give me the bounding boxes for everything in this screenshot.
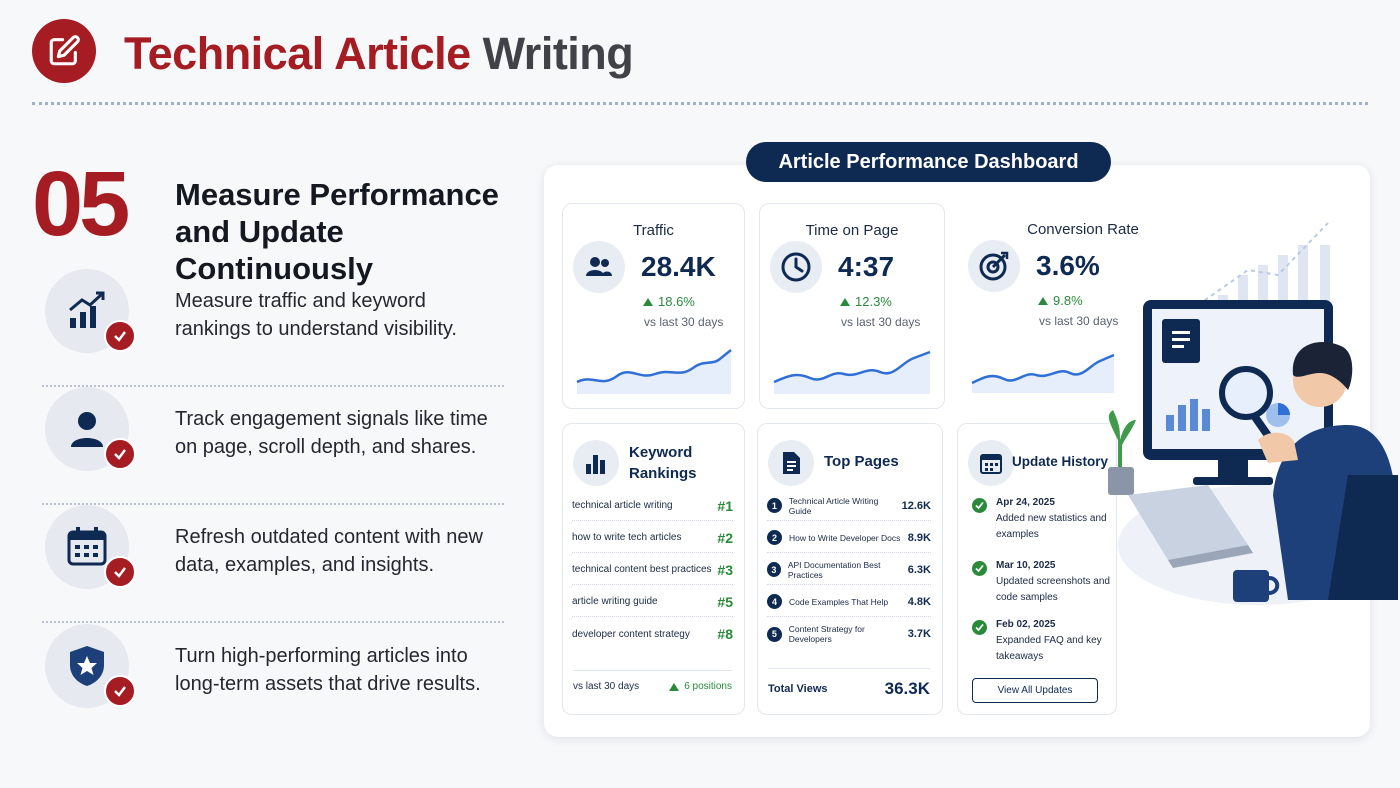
keyword-rank: #5 [717,593,733,610]
metric-period: vs last 30 days [644,315,724,329]
users-icon [573,241,625,293]
card-title: Top Pages [824,453,899,470]
divider [42,621,504,623]
footer-period: vs last 30 days [573,681,640,692]
calendar-icon [968,440,1014,486]
keyword-rank: #8 [717,626,733,642]
traffic-sparkline [576,349,732,394]
check-icon [972,498,987,513]
check-icon [104,556,136,588]
bar-chart-icon [573,440,619,486]
divider [42,385,504,387]
page-row: 3 API Documentation Best Practices 6.3K [767,555,931,585]
keyword-rankings-card: Keyword Rankings technical article writi… [562,423,745,715]
title-primary: Technical Article [124,28,471,79]
check-icon [972,561,987,576]
list-item: Measure traffic and keyword rankings to … [42,269,504,387]
keyword-row: technical article writing #1 [572,491,733,521]
card-title: Update History [1012,454,1109,469]
up-arrow-icon [840,298,850,306]
metric-card-conversion: Conversion Rate 3.6% 9.8% vs last 30 day… [958,203,1352,409]
metric-value: 4:37 [838,251,895,282]
keyword-row: how to write tech articles #2 [572,523,733,553]
title-secondary: Writing [482,28,634,79]
list-item: Track engagement signals like time on pa… [42,387,504,505]
step-number: 05 [32,153,130,255]
metric-value: 3.6% [1036,250,1100,281]
up-arrow-icon [669,682,680,691]
page-row: 2 How to Write Developer Docs 8.9K [767,523,931,553]
list-item-text: Track engagement signals like time on pa… [175,408,488,458]
total-views-value: 36.3K [884,679,930,698]
keyword-rank: #1 [717,497,733,514]
up-arrow-icon [1038,297,1048,305]
edit-icon [32,19,96,83]
list-item-text: Refresh outdated content with new data, … [175,526,483,576]
list-item: Turn high-performing articles into long-… [42,624,504,716]
metric-label: Conversion Rate [1027,221,1139,238]
header-divider [32,102,1368,105]
footer-change: 6 positions [669,681,732,692]
up-arrow-icon [643,298,653,306]
keyword-rank: #3 [717,561,733,578]
conversion-sparkline [971,353,1115,393]
metric-change: 12.3% [840,294,892,309]
metric-label: Time on Page [805,222,899,239]
clock-icon [770,241,822,293]
document-icon [768,440,814,486]
check-icon [972,620,987,635]
metric-card-time-on-page: Time on Page 4:37 12.3% vs last 30 days [759,203,945,409]
metric-period: vs last 30 days [841,315,921,329]
list-item-text: Measure traffic and keyword rankings to … [175,290,457,340]
target-icon [968,240,1020,292]
check-icon [104,675,136,707]
metric-period: vs last 30 days [1039,314,1119,328]
check-icon [104,438,136,470]
page-row: 4 Code Examples That Help 4.8K [767,587,931,617]
keyword-row: technical content best practices #3 [572,555,733,585]
dashboard-title: Article Performance Dashboard [746,142,1111,182]
keyword-row: article writing guide #5 [572,587,733,617]
update-history-card: Update History Apr 24, 2025 Added new st… [957,423,1117,715]
list-item: Refresh outdated content with new data, … [42,505,504,623]
page-row: 5 Content Strategy for Developers 3.7K [767,619,931,649]
top-pages-card: Top Pages 1 Technical Article Writing Gui… [757,423,943,715]
total-views-label: Total Views [768,683,828,695]
analyst-illustration [1108,222,1398,605]
keyword-rank: #2 [717,529,733,546]
page-title: Technical Article Writing [124,28,634,80]
top-pages-footer: Total Views 36.3K [768,668,930,699]
view-all-updates-button[interactable]: View All Updates [972,678,1098,703]
list-item-text: Turn high-performing articles into long-… [175,645,481,695]
metric-change: 9.8% [1038,293,1083,308]
metric-value: 28.4K [641,251,716,282]
step-title: Measure Performance and Update Continuou… [175,177,499,286]
metric-card-traffic: Traffic 28.4K 18.6% vs last 30 days [562,203,745,409]
divider [42,503,504,505]
check-icon [104,320,136,352]
card-title: Keyword Rankings [629,444,697,482]
metric-label: Traffic [633,222,674,239]
metric-change: 18.6% [643,294,695,309]
page-row: 1 Technical Article Writing Guide 12.6K [767,491,931,521]
keywords-footer: vs last 30 days 6 positions [573,670,732,692]
keyword-row: developer content strategy #8 [572,626,733,642]
time-sparkline [773,350,931,394]
